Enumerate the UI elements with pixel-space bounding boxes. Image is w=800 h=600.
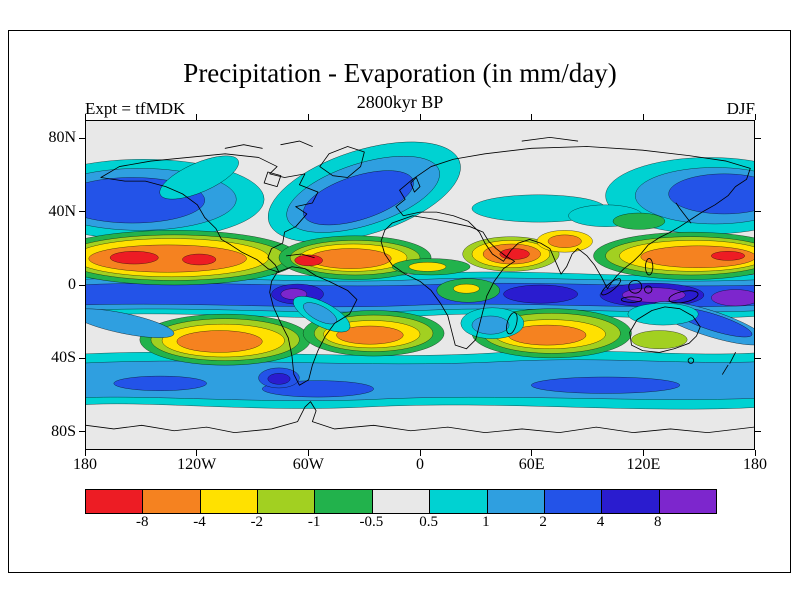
colorbar-tick-label: 2 [539, 514, 547, 530]
colorbar-cell [257, 490, 315, 513]
coast-tasmania [687, 357, 695, 364]
colorbar-tick-label: -8 [136, 514, 149, 530]
longitude-axis: 180 120W 60W 0 60E 120E 180 [73, 456, 767, 476]
colorbar [85, 489, 717, 514]
coast-borneo [628, 280, 643, 294]
coast-java [620, 296, 643, 303]
lon-tick-label: 120E [626, 456, 661, 473]
colorbar-tick-label: -0.5 [359, 514, 384, 530]
colorbar-cell [601, 490, 659, 513]
colorbar-cell [199, 490, 258, 513]
plot-title: Precipitation - Evaporation (in mm/day) [183, 58, 617, 88]
colorbar-cell [429, 490, 487, 513]
lon-tick-label: 60W [292, 456, 324, 473]
coast-sulawesi [644, 285, 653, 294]
coast-arctic-islands [224, 136, 579, 149]
lat-tick-label: 80N [48, 129, 76, 147]
coast-japan [675, 202, 692, 224]
map-plot-area [85, 120, 755, 450]
lon-tick-label: 180 [743, 456, 767, 473]
coast-australia [629, 306, 701, 353]
coast-new-guinea [668, 290, 699, 304]
season-label: DJF [726, 99, 755, 118]
coast-greenland [319, 146, 365, 178]
lat-tick-label: 0 [68, 276, 76, 293]
plot-subtitle: 2800kyr BP [356, 92, 444, 112]
colorbar-tick-label: 8 [653, 514, 662, 530]
coast-hudson-bay [263, 171, 282, 188]
colorbar-cell [543, 490, 602, 513]
lon-tick-label: 60E [518, 456, 545, 473]
figure-border [8, 30, 791, 573]
colorbar-tick-label: -2 [250, 514, 264, 530]
colorbar-tick-label: 1 [482, 514, 490, 530]
latitude-axis: 80N 40N 0 40S 80S [28, 120, 76, 450]
coastlines [86, 136, 754, 434]
colorbar-tick-label: -1 [307, 514, 321, 530]
lon-tick-label: 180 [73, 456, 97, 473]
lat-tick-label: 40N [48, 202, 76, 220]
colorbar-cell [142, 490, 200, 513]
coast-north-america [100, 153, 319, 273]
lon-tick-label: 0 [416, 456, 424, 473]
coast-sumatra [601, 278, 622, 296]
lon-tick-label: 120W [177, 456, 217, 473]
coast-britain [410, 177, 421, 193]
coast-philippines [645, 258, 654, 276]
coast-antarctica [86, 401, 754, 434]
coast-south-america [269, 266, 358, 386]
colorbar-cell [314, 490, 372, 513]
lat-tick-label: 80S [51, 422, 76, 440]
world-map [86, 121, 754, 449]
coast-eurasia [395, 146, 751, 290]
pe-field-contours [86, 121, 754, 449]
colorbar-tick-label: 0.5 [419, 514, 438, 530]
colorbar-labels: -8 -4 -2 -1 -0.5 0.5 1 2 4 8 [85, 514, 715, 532]
coast-caribbean [285, 253, 315, 259]
coast-new-zealand [722, 352, 736, 375]
colorbar-cell [486, 490, 544, 513]
colorbar-cell [371, 490, 430, 513]
colorbar-cell [658, 490, 716, 513]
lat-tick-label: 40S [51, 349, 76, 367]
experiment-label: Expt = tfMDK [85, 99, 186, 118]
colorbar-tick-label: 4 [596, 514, 605, 530]
coast-africa [380, 215, 516, 350]
colorbar-tick-label: -4 [193, 514, 206, 530]
coast-madagascar [506, 312, 518, 335]
colorbar-cell [86, 490, 143, 513]
